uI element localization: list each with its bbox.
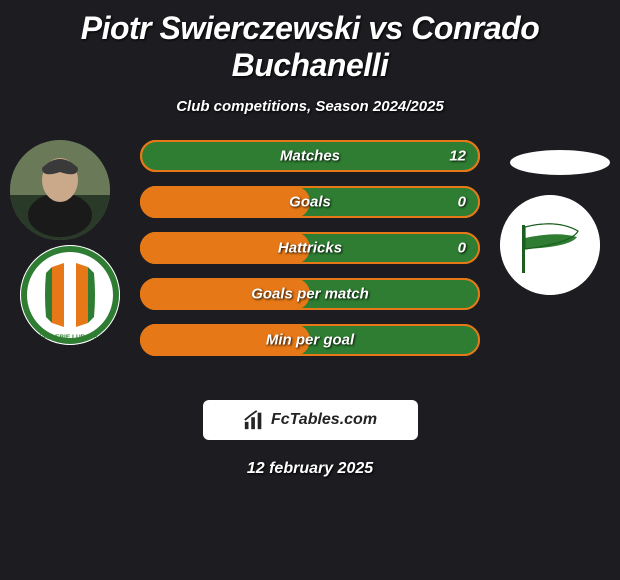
- player-right-crest: [500, 195, 600, 295]
- date-text: 12 february 2025: [0, 460, 620, 478]
- brand-chart-icon: [243, 409, 265, 431]
- stat-bar-label: Goals: [140, 194, 480, 211]
- svg-text:ZAGŁĘBIE LUBIN SA: ZAGŁĘBIE LUBIN SA: [37, 334, 103, 341]
- stat-bar-row: Goals per match: [140, 278, 480, 310]
- stat-bar-value-right: 0: [458, 194, 466, 211]
- stat-bar-row: Hattricks0: [140, 232, 480, 264]
- page-title: Piotr Swierczewski vs Conrado Buchanelli: [0, 0, 620, 84]
- subtitle: Club competitions, Season 2024/2025: [0, 98, 620, 115]
- stat-bar-value-right: 12: [449, 148, 466, 165]
- stat-bars: Matches12Goals0Hattricks0Goals per match…: [140, 140, 480, 370]
- brand-box: FcTables.com: [203, 400, 418, 440]
- player-left-avatar: [10, 140, 110, 240]
- lechia-crest-icon: [500, 195, 600, 295]
- zaglebie-crest-icon: ZAGŁĘBIE LUBIN SA: [20, 245, 120, 345]
- player-left-crest: ZAGŁĘBIE LUBIN SA: [20, 245, 120, 345]
- avatar-placeholder-icon: [10, 140, 110, 240]
- stat-bar-label: Min per goal: [140, 332, 480, 349]
- stat-bar-label: Hattricks: [140, 240, 480, 257]
- stat-bar-label: Goals per match: [140, 286, 480, 303]
- brand-text: FcTables.com: [271, 411, 377, 429]
- stat-bar-label: Matches: [140, 148, 480, 165]
- stat-bar-row: Min per goal: [140, 324, 480, 356]
- player-right-avatar: [510, 150, 610, 175]
- stat-bar-row: Matches12: [140, 140, 480, 172]
- stat-bar-row: Goals0: [140, 186, 480, 218]
- comparison-area: ZAGŁĘBIE LUBIN SA Matches12Goals0Hattric…: [0, 140, 620, 390]
- stat-bar-value-right: 0: [458, 240, 466, 257]
